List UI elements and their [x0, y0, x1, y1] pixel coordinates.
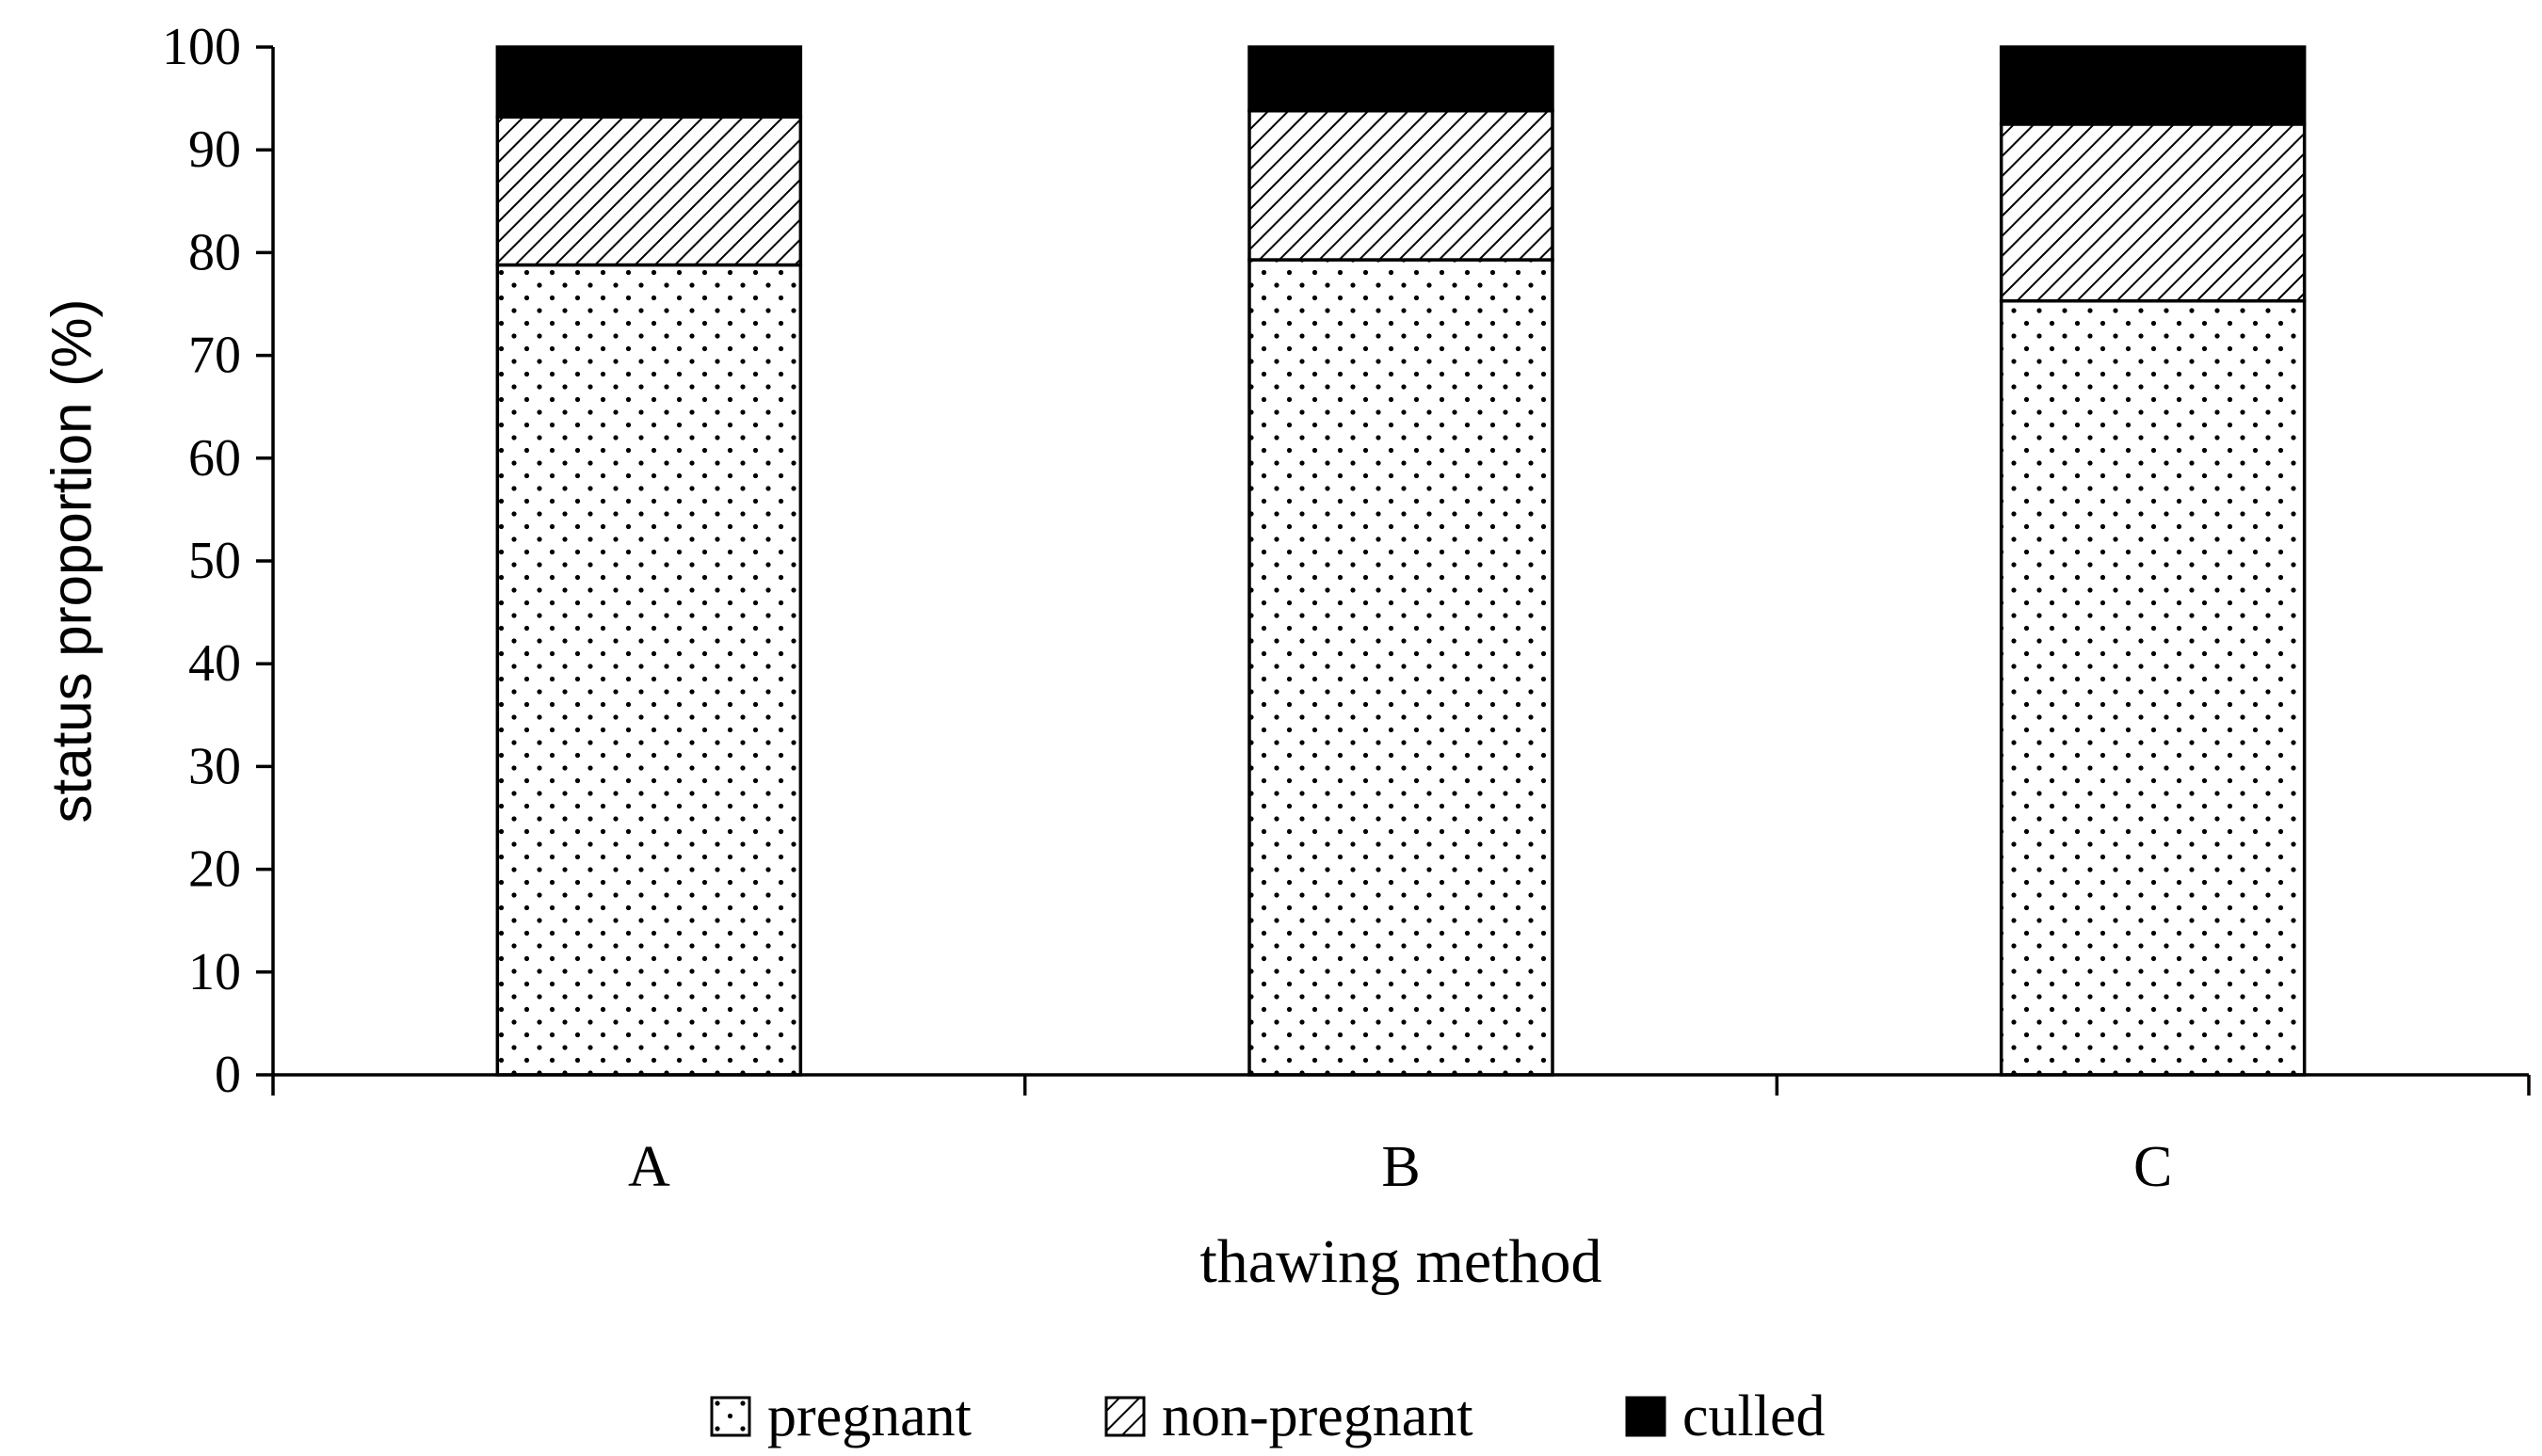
bar-non-pregnant-A: [495, 115, 803, 267]
y-tick-label: 20: [188, 840, 241, 899]
legend-label-pregnant: pregnant: [767, 1384, 972, 1448]
legend: pregnant non-pregnant culled: [710, 1384, 1826, 1448]
bar-culled-C: [1999, 45, 2307, 126]
y-tick-label: 70: [188, 327, 241, 385]
bar-culled-A: [495, 45, 803, 120]
y-tick-label: 90: [188, 120, 241, 179]
x-tick-label-B: B: [1381, 1135, 1420, 1199]
y-tick-label: 30: [188, 737, 241, 795]
legend-item-pregnant: pregnant: [710, 1384, 972, 1448]
legend-swatch-culled: [1625, 1396, 1666, 1437]
y-tick-label: 10: [188, 943, 241, 1001]
y-tick-label: 60: [188, 429, 241, 488]
bar-culled-B: [1247, 45, 1554, 113]
legend-swatch-pregnant: [710, 1396, 751, 1437]
y-tick-label: 100: [162, 18, 241, 76]
legend-item-non-pregnant: non-pregnant: [1104, 1384, 1473, 1448]
bars-layer: [495, 45, 2307, 1077]
bar-pregnant-B: [1247, 258, 1554, 1077]
y-tick-label: 0: [215, 1046, 241, 1104]
x-ticks: A B C: [271, 1075, 2531, 1199]
legend-label-culled: culled: [1682, 1384, 1826, 1448]
legend-label-non-pregnant: non-pregnant: [1162, 1384, 1473, 1448]
bar-non-pregnant-B: [1247, 108, 1554, 262]
y-tick-label: 50: [188, 532, 241, 590]
y-axis-title: status proportion (%): [40, 299, 104, 824]
bar-pregnant-A: [495, 263, 803, 1077]
bar-non-pregnant-C: [1999, 122, 2307, 303]
legend-swatch-non-pregnant: [1104, 1396, 1146, 1437]
y-tick-label: 80: [188, 223, 241, 281]
y-ticks: 0 10 20 30 40 50 60 70 80 90 100: [162, 18, 273, 1104]
bar-pregnant-C: [1999, 298, 2307, 1077]
x-tick-label-C: C: [2133, 1135, 2172, 1199]
legend-item-culled: culled: [1625, 1384, 1826, 1448]
x-axis-title: thawing method: [1199, 1227, 1601, 1296]
y-tick-label: 40: [188, 634, 241, 693]
x-tick-label-A: A: [628, 1135, 670, 1199]
